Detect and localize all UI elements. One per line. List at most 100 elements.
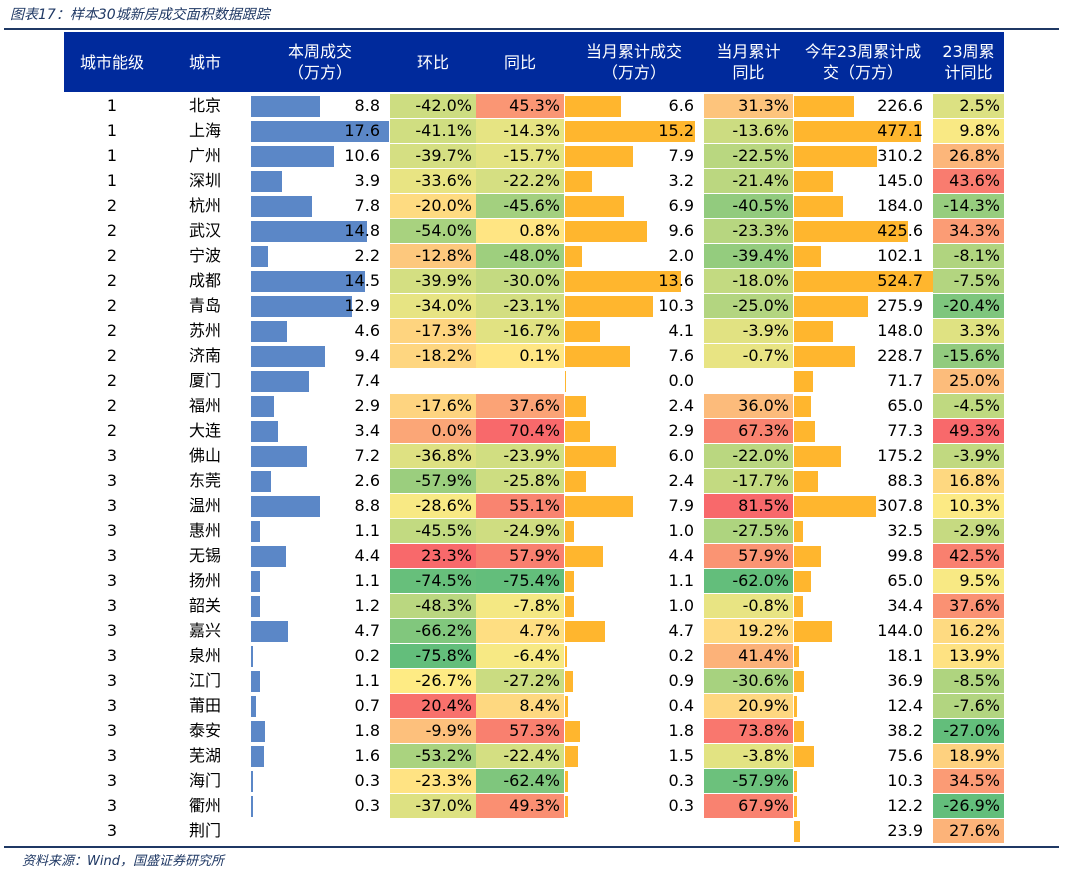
ytd-yoy-cell: 16.2% [933, 619, 1004, 643]
tier-cell: 3 [106, 746, 118, 765]
data-bar [565, 546, 603, 567]
tier-cell: 2 [106, 296, 118, 315]
month-yoy-cell: -13.6% [704, 119, 793, 143]
ytd-yoy-cell: -8.5% [933, 669, 1004, 693]
figure-title: 图表17：样本30城新房成交面积数据跟踪 [10, 7, 270, 23]
yoy-change-cell: 70.4% [476, 419, 564, 443]
weekly-volume-cell: 8.8 [250, 94, 390, 118]
month-yoy-cell: -62.0% [704, 569, 793, 593]
weekly-volume-cell: 3.9 [250, 169, 390, 193]
yoy-change-cell: 4.7% [476, 619, 564, 643]
cell-value: 3.2 [668, 171, 694, 190]
city-cell: 济南 [188, 346, 221, 365]
wow-change-cell: -48.3% [390, 594, 476, 618]
data-bar [251, 546, 286, 567]
cell-value: 3.4 [354, 421, 380, 440]
tier-cell: 1 [106, 146, 118, 165]
data-bar [794, 546, 821, 567]
data-bar [794, 221, 908, 242]
city-cell: 衢州 [188, 796, 221, 815]
cell-value: 175.2 [877, 446, 923, 465]
month-yoy-cell: 67.9% [704, 794, 793, 818]
month-volume-cell: 2.9 [564, 419, 704, 443]
ytd-yoy-cell: 10.3% [933, 494, 1004, 518]
month-volume-cell: 4.7 [564, 619, 704, 643]
ytd-volume-cell: 145.0 [793, 169, 933, 193]
wow-change-cell: -23.3% [390, 769, 476, 793]
weekly-volume-cell: 2.9 [250, 394, 390, 418]
yoy-change-cell: -48.0% [476, 244, 564, 268]
tier-cell: 3 [106, 671, 118, 690]
ytd-volume-cell: 12.2 [793, 794, 933, 818]
yoy-change-cell: 49.3% [476, 794, 564, 818]
data-bar [565, 521, 574, 542]
cell-value: 275.9 [877, 296, 923, 315]
header-ytd: 今年23周累计成 交（万方） [804, 42, 922, 82]
cell-value [564, 819, 694, 843]
data-bar [565, 721, 581, 742]
table-row: 2 成都 14.5 -39.9% -30.0% 13.6 -18.0% 524.7 -7.5% [0, 269, 1065, 294]
data-bar [251, 346, 325, 367]
table-row: 3 扬州 1.1 -74.5% -75.4% 1.1 -62.0% 65.0 9.5% [0, 569, 1065, 594]
cell-value: 99.8 [887, 546, 923, 565]
month-yoy-cell: -21.4% [704, 169, 793, 193]
data-bar [565, 296, 654, 317]
cell-value: 1.0 [668, 521, 694, 540]
cell-value: 1.0 [668, 596, 694, 615]
tier-cell: 3 [106, 471, 118, 490]
tier-cell: 3 [106, 496, 118, 515]
data-bar [251, 646, 253, 667]
data-bar [565, 646, 567, 667]
yoy-change-cell: -62.4% [476, 769, 564, 793]
data-bar [251, 146, 335, 167]
month-yoy-cell: -3.9% [704, 319, 793, 343]
month-volume-cell: 7.9 [564, 494, 704, 518]
data-bar [565, 471, 586, 492]
ytd-volume-cell: 425.6 [793, 219, 933, 243]
cell-value: 8.8 [354, 96, 380, 115]
cell-value: 0.3 [668, 771, 694, 790]
city-cell: 上海 [188, 121, 221, 140]
ytd-yoy-cell: 18.9% [933, 744, 1004, 768]
ytd-yoy-cell: -15.6% [933, 344, 1004, 368]
header-city: 城市 [188, 52, 221, 72]
weekly-volume-cell: 10.6 [250, 144, 390, 168]
cell-value: 32.5 [887, 521, 923, 540]
city-cell: 泉州 [188, 646, 221, 665]
month-yoy-cell: 57.9% [704, 544, 793, 568]
tier-cell: 1 [106, 171, 118, 190]
weekly-volume-cell: 1.1 [250, 569, 390, 593]
data-bar [565, 171, 593, 192]
weekly-volume-cell: 0.2 [250, 644, 390, 668]
data-bar [251, 96, 320, 117]
yoy-change-cell: -22.4% [476, 744, 564, 768]
month-volume-cell: 4.4 [564, 544, 704, 568]
table-row: 2 宁波 2.2 -12.8% -48.0% 2.0 -39.4% 102.1 -8.1% [0, 244, 1065, 269]
ytd-volume-cell: 88.3 [793, 469, 933, 493]
cell-value: 34.4 [887, 596, 923, 615]
city-cell: 宁波 [188, 246, 221, 265]
wow-change-cell: -17.3% [390, 319, 476, 343]
table-row: 3 海门 0.3 -23.3% -62.4% 0.3 -57.9% 10.3 34.5% [0, 769, 1065, 794]
weekly-volume-cell: 4.7 [250, 619, 390, 643]
data-bar [565, 596, 574, 617]
cell-value: 2.4 [668, 471, 694, 490]
tier-cell: 2 [106, 346, 118, 365]
city-cell: 无锡 [188, 546, 221, 565]
cell-value: 14.8 [344, 221, 380, 240]
data-bar [565, 571, 575, 592]
data-bar [794, 121, 922, 142]
wow-change-cell: -26.7% [390, 669, 476, 693]
wow-change-cell: -39.7% [390, 144, 476, 168]
weekly-volume-cell: 3.4 [250, 419, 390, 443]
ytd-volume-cell: 18.1 [793, 644, 933, 668]
city-cell: 荆门 [188, 821, 221, 840]
ytd-yoy-cell: -2.9% [933, 519, 1004, 543]
ytd-volume-cell: 36.9 [793, 669, 933, 693]
table-row: 3 东莞 2.6 -57.9% -25.8% 2.4 -17.7% 88.3 16.8% [0, 469, 1065, 494]
cell-value: 75.6 [887, 746, 923, 765]
cell-value: 9.4 [354, 346, 380, 365]
city-cell: 广州 [188, 146, 221, 165]
cell-value: 2.9 [668, 421, 694, 440]
cell-value: 4.4 [354, 546, 380, 565]
